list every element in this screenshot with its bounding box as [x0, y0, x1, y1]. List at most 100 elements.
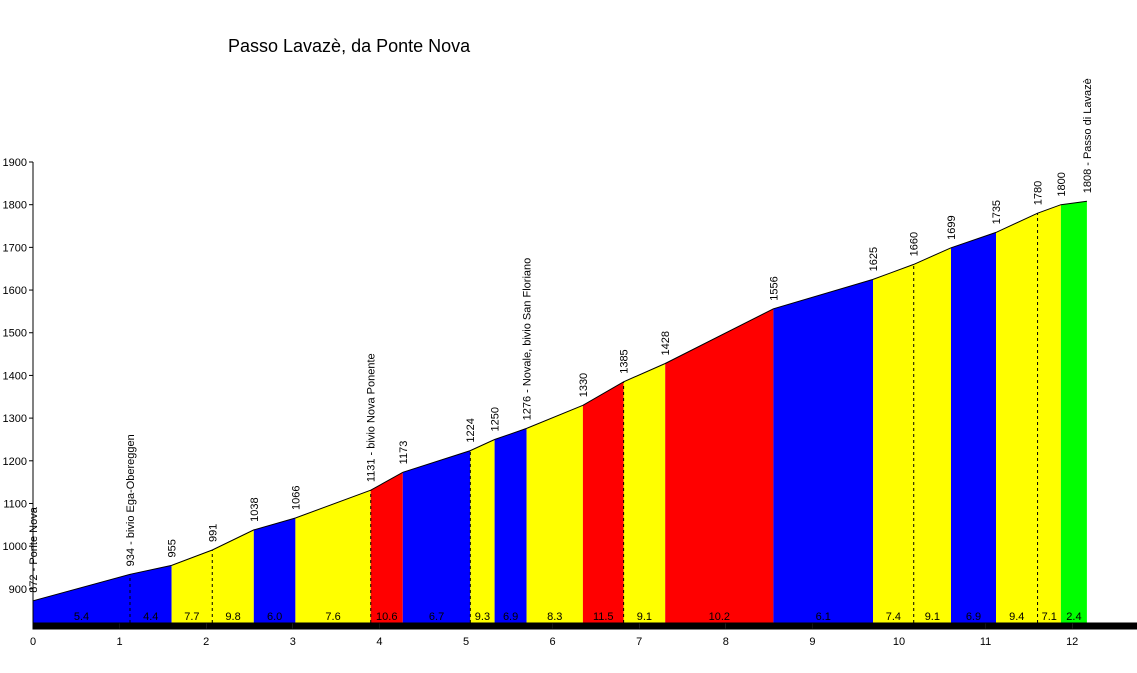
gradient-label-17: 6.9: [966, 611, 981, 623]
segment-4: [253, 518, 296, 623]
y-tick-label-0: 900: [9, 584, 27, 596]
elevation-label-14: 1556: [768, 276, 780, 300]
segment-11: [582, 381, 624, 623]
elevation-label-21: 1808 - Passo di Lavazè: [1082, 78, 1094, 193]
x-axis-band-0: [33, 623, 120, 629]
y-tick-label-4: 1300: [3, 413, 27, 425]
x-tick-label-1: 1: [117, 636, 123, 648]
elevation-label-17: 1699: [946, 215, 958, 239]
elevation-label-3: 991: [207, 524, 219, 542]
y-tick-label-7: 1600: [3, 285, 27, 297]
elevation-label-8: 1224: [465, 418, 477, 442]
segment-7: [402, 450, 471, 623]
elevation-label-11: 1330: [578, 373, 590, 397]
segment-10: [526, 405, 583, 623]
segment-12: [623, 363, 666, 623]
segment-6: [370, 472, 403, 623]
segment-0: [33, 574, 130, 623]
elevation-label-15: 1625: [868, 247, 880, 271]
gradient-label-9: 6.9: [503, 611, 518, 623]
segment-14: [773, 279, 873, 623]
x-axis-band-2: [119, 623, 207, 629]
elevation-label-13: 1428: [660, 331, 672, 355]
y-tick-label-1: 1000: [3, 541, 27, 553]
x-axis-band-6: [292, 623, 380, 629]
x-axis-band-22: [985, 623, 1073, 629]
x-axis-band-18: [812, 623, 899, 629]
x-tick-label-0: 0: [30, 636, 36, 648]
segment-19: [1037, 204, 1061, 623]
x-tick-label-11: 11: [980, 636, 991, 648]
dashed-markers: [129, 213, 1039, 623]
gradient-label-8: 9.3: [475, 611, 490, 623]
elevation-label-1: 934 - bivio Ega-Obereggen: [125, 434, 137, 566]
gradient-label-19: 7.1: [1042, 611, 1057, 623]
x-axis-band-8: [379, 623, 466, 629]
segment-18: [996, 213, 1038, 623]
gradient-label-4: 6.0: [267, 611, 282, 623]
segment-8: [470, 439, 495, 623]
x-axis-band-10: [466, 623, 553, 629]
elevation-label-7: 1173: [398, 441, 410, 465]
elevation-label-2: 955: [167, 539, 179, 557]
elevation-labels: 872 - Ponte Nova 934 - bivio Ega-Oberegge…: [28, 78, 1094, 592]
segment-15: [873, 264, 914, 623]
x-axis-band-24: [1072, 623, 1137, 629]
gradient-label-10: 8.3: [547, 611, 562, 623]
x-axis: 0 1 2 3 4 5 6 7 8 9 10 11 12: [30, 622, 1137, 648]
x-tick-label-6: 6: [550, 636, 556, 648]
gradient-label-3: 9.8: [225, 611, 240, 623]
gradient-label-20: 2.4: [1066, 611, 1081, 623]
x-axis-band-4: [206, 623, 293, 629]
gradient-label-6: 10.6: [376, 611, 397, 623]
elevation-label-20: 1800: [1056, 172, 1068, 196]
x-tick-label-12: 12: [1066, 636, 1078, 648]
x-axis-band-16: [725, 623, 813, 629]
gradient-segments: [33, 201, 1087, 624]
elevation-label-12: 1385: [619, 349, 631, 373]
elevation-label-9: 1250: [490, 407, 502, 431]
elevation-label-5: 1066: [290, 486, 302, 510]
segment-13: [665, 308, 774, 623]
gradient-label-16: 9.1: [925, 611, 940, 623]
gradient-label-5: 7.6: [325, 611, 340, 623]
elevation-label-6: 1131 - bivio Nova Ponente: [366, 353, 378, 482]
x-tick-label-3: 3: [290, 636, 296, 648]
y-tick-label-6: 1500: [3, 328, 27, 340]
segment-9: [494, 428, 527, 623]
elevation-label-10: 1276 - Novale, bivio San Floriano: [522, 258, 534, 421]
y-tick-label-9: 1800: [3, 200, 27, 212]
x-tick-label-2: 2: [203, 636, 209, 648]
y-axis: 900 1000 1100 1200 1300 1400 1500 1600 1700 1800 1…: [3, 157, 34, 623]
gradient-label-2: 7.7: [184, 611, 199, 623]
gradient-label-11: 11.5: [593, 611, 614, 623]
elevation-label-19: 1780: [1033, 181, 1045, 205]
profile-line: [32, 200, 1087, 602]
y-tick-label-5: 1400: [3, 370, 27, 382]
gradient-label-14: 6.1: [816, 611, 831, 623]
segment-2: [171, 550, 213, 623]
x-axis-band-14: [639, 623, 726, 629]
x-tick-label-10: 10: [893, 636, 905, 648]
segment-16: [913, 247, 951, 624]
gradient-label-1: 4.4: [143, 611, 158, 623]
elevation-label-0: 872 - Ponte Nova: [28, 506, 40, 592]
gradient-label-12: 9.1: [637, 611, 652, 623]
chart-title: Passo Lavazè, da Ponte Nova: [228, 36, 471, 56]
x-tick-label-4: 4: [376, 636, 382, 648]
gradient-label-13: 10.2: [709, 611, 730, 623]
x-tick-label-9: 9: [809, 636, 815, 648]
x-tick-label-7: 7: [636, 636, 642, 648]
y-tick-label-2: 1100: [3, 498, 27, 510]
elevation-label-16: 1660: [909, 232, 921, 256]
elevation-label-18: 1735: [991, 200, 1003, 224]
gradient-label-15: 7.4: [886, 611, 901, 623]
x-axis-band-20: [899, 623, 986, 629]
segment-17: [951, 232, 996, 623]
segment-3: [212, 529, 254, 623]
elevation-label-4: 1038: [249, 497, 261, 521]
x-tick-label-8: 8: [723, 636, 729, 648]
y-tick-label-3: 1200: [3, 456, 27, 468]
gradient-label-7: 6.7: [429, 611, 444, 623]
